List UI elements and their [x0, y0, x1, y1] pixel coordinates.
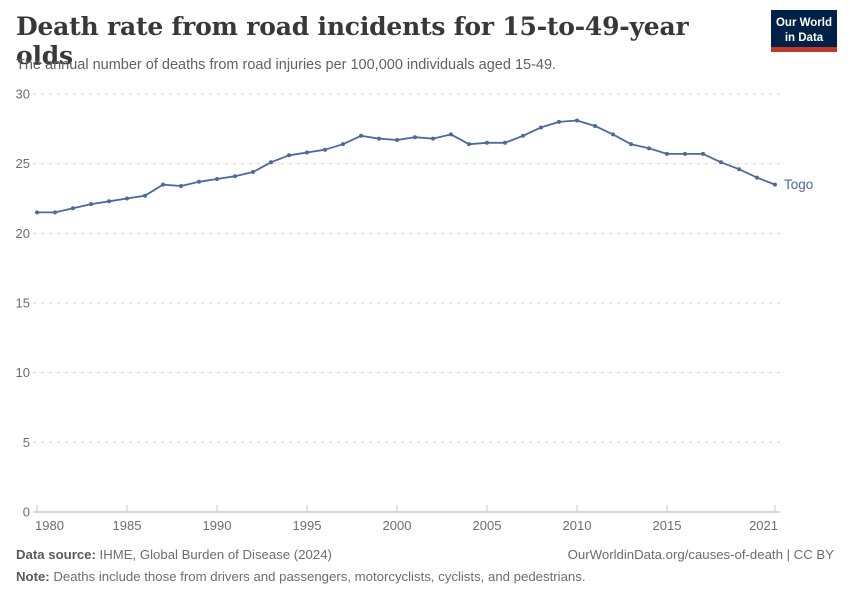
data-point-1999[interactable] [377, 136, 381, 141]
footer-note-row: Note: Deaths include those from drivers … [16, 569, 834, 584]
y-axis-label-0: 0 [23, 505, 30, 520]
data-point-2018[interactable] [719, 160, 723, 165]
data-point-1998[interactable] [359, 133, 363, 138]
data-point-2001[interactable] [413, 135, 417, 140]
data-source-value: IHME, Global Burden of Disease (2024) [95, 547, 332, 562]
series-line-togo[interactable] [36, 119, 776, 214]
data-point-1993[interactable] [269, 160, 273, 165]
owid-logo[interactable]: Our World in Data [771, 10, 837, 52]
x-axis-label-2015: 2015 [653, 518, 682, 533]
y-axis-label-20: 20 [16, 226, 30, 241]
data-point-1987[interactable] [161, 182, 165, 187]
x-axis-label-1990: 1990 [203, 518, 232, 533]
x-axis-label-2000: 2000 [383, 518, 412, 533]
footer-source-row: Data source: IHME, Global Burden of Dise… [16, 547, 834, 562]
data-point-2014[interactable] [647, 146, 651, 151]
x-axis-label-2021: 2021 [749, 518, 778, 533]
y-axis-label-30: 30 [16, 87, 30, 102]
data-point-2002[interactable] [431, 136, 435, 141]
data-point-2006[interactable] [503, 140, 507, 145]
x-axis-label-1995: 1995 [293, 518, 322, 533]
data-point-2019[interactable] [737, 167, 741, 172]
data-point-1996[interactable] [323, 147, 327, 152]
owid-logo-stripe [771, 47, 837, 52]
data-point-2003[interactable] [449, 132, 453, 137]
data-point-1981[interactable] [53, 210, 57, 215]
data-point-1989[interactable] [197, 179, 201, 184]
data-point-2009[interactable] [557, 119, 561, 124]
chart-subtitle: The annual number of deaths from road in… [16, 57, 557, 73]
x-axis-label-2010: 2010 [563, 518, 592, 533]
owid-logo-line2: in Data [784, 31, 824, 44]
y-axis-label-10: 10 [16, 365, 30, 380]
data-point-1980[interactable] [35, 210, 39, 215]
data-point-2016[interactable] [683, 151, 687, 156]
x-axis-label-2005: 2005 [473, 518, 502, 533]
data-point-2015[interactable] [665, 151, 669, 156]
line-chart[interactable]: 0 5 10 15 20 25 30 1980 1985 1990 1995 2000 2005 2010… [0, 0, 850, 545]
data-point-2007[interactable] [521, 133, 525, 138]
note-label: Note: [16, 569, 50, 584]
data-point-2021[interactable] [773, 182, 777, 187]
y-axis-label-5: 5 [23, 435, 30, 450]
owid-logo-line1: Our World [775, 17, 832, 29]
data-point-2005[interactable] [485, 140, 489, 145]
data-point-1994[interactable] [287, 153, 291, 158]
x-axis-label-1985: 1985 [113, 518, 142, 533]
data-point-1986[interactable] [143, 193, 147, 198]
data-point-2004[interactable] [467, 142, 471, 147]
x-axis-label-1980: 1980 [35, 518, 64, 533]
data-point-2020[interactable] [755, 175, 759, 180]
data-point-2017[interactable] [701, 151, 705, 156]
data-point-1984[interactable] [107, 199, 111, 204]
data-point-1992[interactable] [251, 170, 255, 175]
y-axis-label-15: 15 [16, 296, 30, 311]
page-title: Death rate from road incidents for 15-to… [16, 12, 689, 70]
data-point-1988[interactable] [179, 183, 183, 188]
data-point-2012[interactable] [611, 132, 615, 137]
data-point-2000[interactable] [395, 137, 399, 142]
data-point-1990[interactable] [215, 176, 219, 181]
data-point-2008[interactable] [539, 125, 543, 130]
data-point-1995[interactable] [305, 150, 309, 155]
data-point-2011[interactable] [593, 124, 597, 129]
data-source-label: Data source: [16, 547, 96, 562]
entity-label-togo[interactable]: Togo [784, 177, 813, 192]
note-value: Deaths include those from drivers and pa… [49, 569, 586, 584]
data-point-1985[interactable] [125, 196, 129, 201]
data-point-1982[interactable] [71, 206, 75, 211]
data-source-text: Data source: IHME, Global Burden of Dise… [16, 547, 332, 562]
owid-url-link[interactable]: OurWorldinData.org/causes-of-death | CC … [567, 547, 834, 562]
y-axis-label-25: 25 [16, 156, 30, 171]
data-point-2010[interactable] [575, 118, 579, 123]
data-point-1983[interactable] [89, 202, 93, 207]
data-point-1991[interactable] [233, 174, 237, 179]
data-point-2013[interactable] [629, 142, 633, 147]
data-point-1997[interactable] [341, 142, 345, 147]
